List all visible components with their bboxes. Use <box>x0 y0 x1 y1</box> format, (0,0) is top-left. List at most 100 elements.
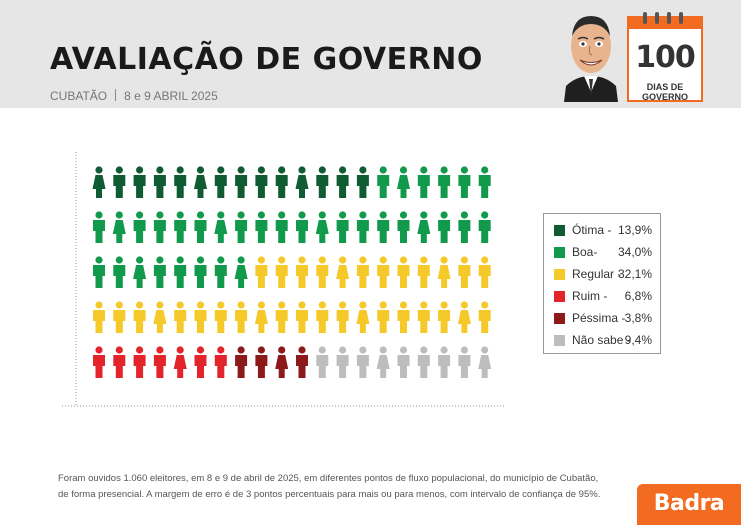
100-days-badge: 100 DIAS DE GOVERNO <box>627 12 703 102</box>
person-icon-regular <box>93 301 105 333</box>
legend-label: Ótima - <box>572 223 612 237</box>
person-icon-boa <box>214 256 227 288</box>
person-icon-boa <box>275 211 288 243</box>
location-label: CUBATÃO <box>50 89 108 103</box>
person-icon-regular <box>356 256 369 288</box>
badge-label: DIAS DE GOVERNO <box>641 82 688 102</box>
person-icon-nao_sabe <box>417 346 430 378</box>
person-icon-boa <box>397 166 410 198</box>
legend-item-nao_sabe: Não sabe -9,4% <box>554 332 660 350</box>
person-icon-regular <box>397 301 410 333</box>
person-icon-ruim <box>133 346 146 378</box>
person-icon-regular <box>214 301 227 333</box>
legend-swatch <box>554 335 565 346</box>
pictogram-chart <box>62 150 506 408</box>
legend-item-otima: Ótima - 13,9% <box>554 222 660 240</box>
person-icon-boa <box>315 211 329 243</box>
person-icon-regular <box>235 301 248 333</box>
header: AVALIAÇÃO DE GOVERNO CUBATÃO 8 e 9 ABRIL … <box>0 0 741 108</box>
person-icon-nao_sabe <box>316 346 329 378</box>
legend-value: 32,1% <box>617 267 652 281</box>
person-icon-regular <box>356 301 370 333</box>
badge-number: 100 <box>635 40 696 75</box>
legend-swatch <box>554 313 565 324</box>
person-icon-boa <box>417 166 430 198</box>
legend-value: 13,9% <box>617 223 652 237</box>
footnote-line: Foram ouvidos 1.060 eleitores, em 8 e 9 … <box>58 473 599 484</box>
person-icon-otima <box>92 166 106 198</box>
dates-label: 8 e 9 ABRIL 2025 <box>124 89 218 103</box>
person-icon-nao_sabe <box>478 346 492 378</box>
legend-swatch <box>554 291 565 302</box>
person-icon-boa <box>194 211 207 243</box>
person-icon-regular <box>254 301 268 333</box>
icons-layer <box>92 166 492 378</box>
person-icon-boa <box>478 166 491 198</box>
person-icon-regular <box>478 301 491 333</box>
legend-value: 34,0% <box>617 245 652 259</box>
person-icon-boa <box>153 211 166 243</box>
person-icon-otima <box>174 166 187 198</box>
person-icon-pessima <box>235 346 248 378</box>
person-icon-regular <box>113 301 126 333</box>
legend-value: 6,8% <box>624 289 652 303</box>
person-icon-regular <box>377 301 390 333</box>
logo-text: Badra <box>653 491 725 516</box>
legend-swatch <box>554 269 565 280</box>
person-icon-boa <box>214 211 228 243</box>
mayor-caricature-illustration <box>564 16 618 102</box>
person-icon-otima <box>113 166 126 198</box>
person-icon-regular <box>336 256 350 288</box>
person-icon-otima <box>194 166 207 198</box>
legend-item-ruim: Ruim - 6,8% <box>554 288 660 306</box>
legend-item-boa: Boa- 34,0% <box>554 244 660 262</box>
divider <box>115 89 117 101</box>
calendar-ring-icon <box>655 12 659 24</box>
legend-label: Boa- <box>572 245 598 259</box>
person-icon-otima <box>235 166 248 198</box>
person-icon-nao_sabe <box>397 346 410 378</box>
person-icon-ruim <box>93 346 105 378</box>
person-icon-ruim <box>113 346 126 378</box>
person-icon-boa <box>417 211 431 243</box>
person-icon-boa <box>235 211 248 243</box>
person-icon-regular <box>417 256 430 288</box>
person-icon-otima <box>153 166 166 198</box>
person-icon-nao_sabe <box>376 346 390 378</box>
person-icon-regular <box>438 301 451 333</box>
footnote: Foram ouvidos 1.060 eleitores, em 8 e 9 … <box>58 471 600 503</box>
person-icon-regular <box>478 256 491 288</box>
person-icon-boa <box>93 211 105 243</box>
person-icon-regular <box>275 301 288 333</box>
person-icon-regular <box>437 256 451 288</box>
person-icon-otima <box>336 166 349 198</box>
person-icon-regular <box>133 301 146 333</box>
person-icon-otima <box>295 166 309 198</box>
person-icon-regular <box>174 301 187 333</box>
person-icon-boa <box>377 166 390 198</box>
person-icon-boa <box>133 211 146 243</box>
person-icon-otima <box>356 166 369 198</box>
person-icon-otima <box>275 166 288 198</box>
person-icon-ruim <box>173 346 187 378</box>
person-icon-otima <box>316 166 329 198</box>
legend-label: Regular - <box>572 267 622 281</box>
legend-swatch <box>554 247 565 258</box>
person-icon-regular <box>194 301 207 333</box>
person-icon-boa <box>377 211 390 243</box>
person-icon-regular <box>255 256 268 288</box>
person-icon-regular <box>457 301 471 333</box>
person-icon-boa <box>438 166 451 198</box>
person-icon-boa <box>255 211 268 243</box>
person-icon-boa <box>336 211 349 243</box>
pictogram-svg <box>62 152 506 407</box>
person-icon-boa <box>296 211 308 243</box>
person-icon-regular <box>417 301 430 333</box>
person-icon-regular <box>316 256 329 288</box>
person-icon-ruim <box>153 346 166 378</box>
person-icon-nao_sabe <box>458 346 471 378</box>
person-icon-regular <box>275 256 288 288</box>
person-icon-boa <box>93 256 105 288</box>
person-icon-boa <box>133 256 147 288</box>
subtitle: CUBATÃO 8 e 9 ABRIL 2025 <box>50 89 218 103</box>
